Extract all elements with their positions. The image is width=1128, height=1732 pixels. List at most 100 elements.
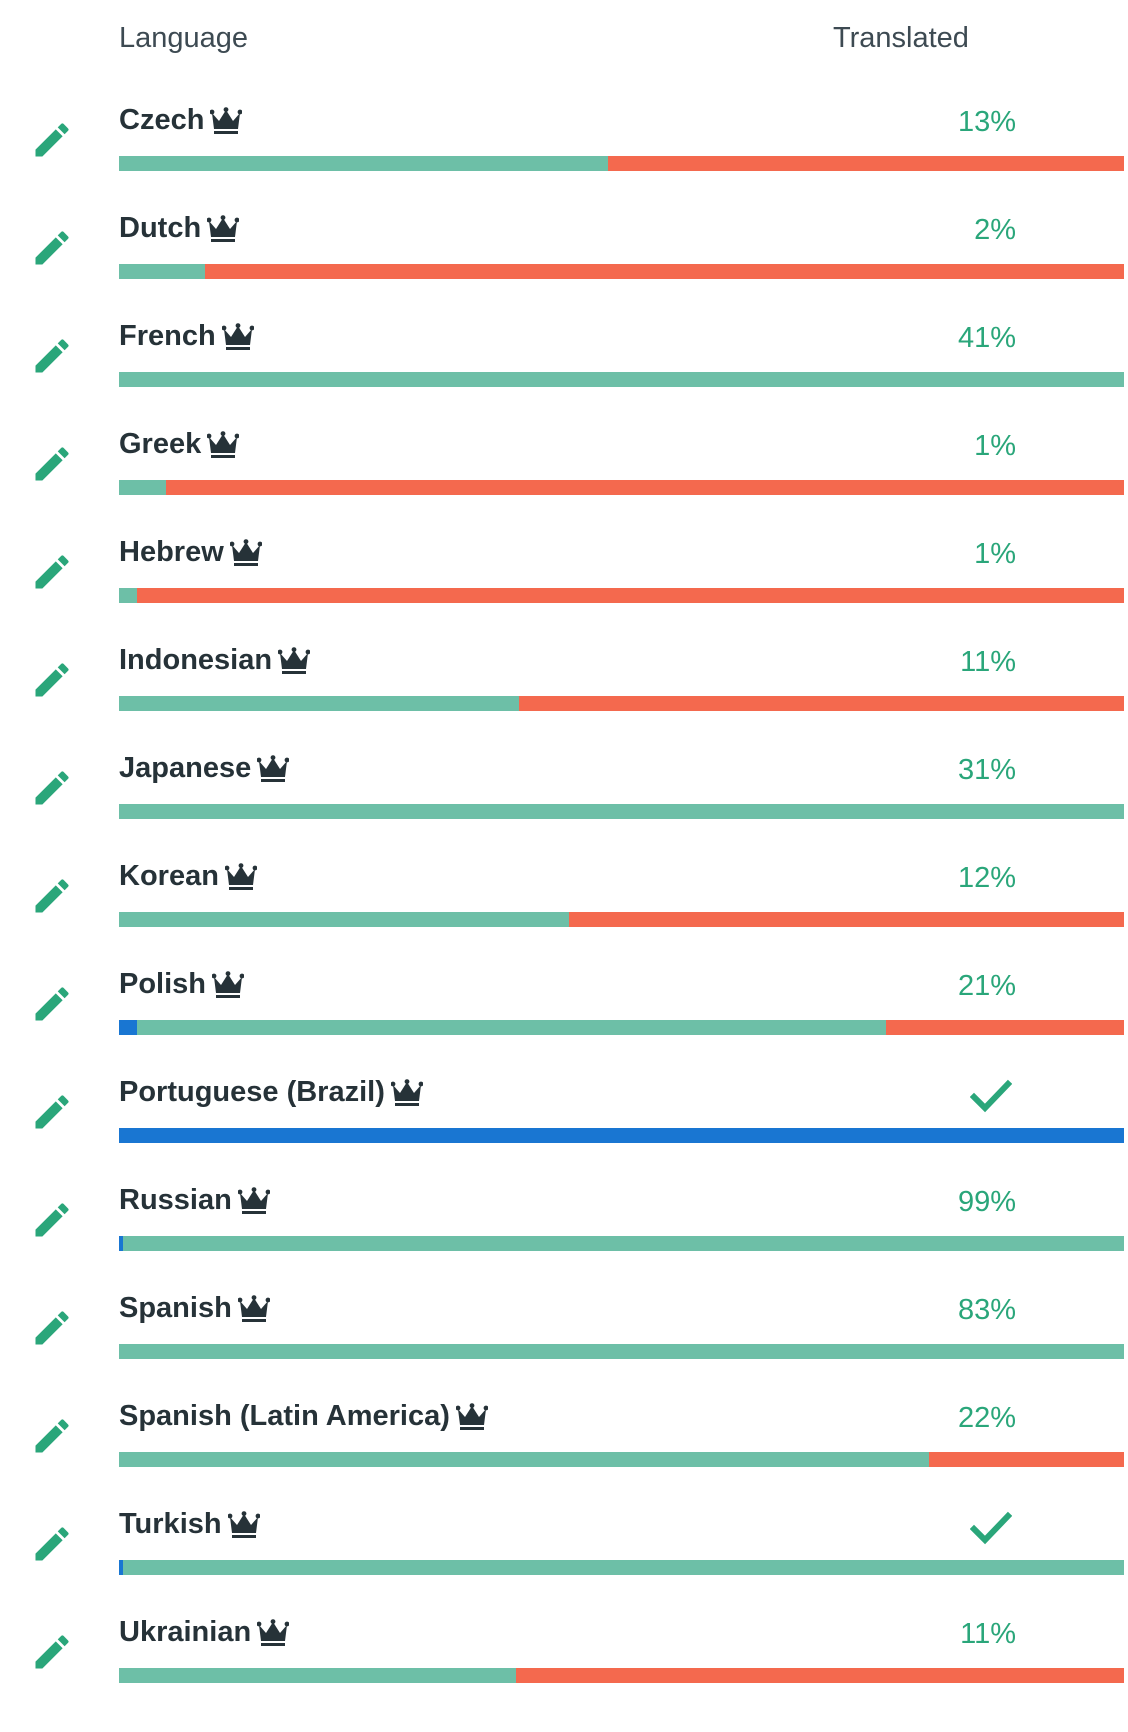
- crown-icon: [229, 538, 262, 567]
- language-name[interactable]: Czech: [119, 104, 243, 137]
- language-name-text: Russian: [119, 1184, 232, 1216]
- progress-bar[interactable]: [119, 372, 1124, 387]
- check-icon: [970, 1078, 1012, 1114]
- language-name[interactable]: Hebrew: [119, 536, 262, 569]
- progress-bar[interactable]: [119, 1128, 1124, 1143]
- progress-translated: [119, 1452, 930, 1467]
- translated-percentage: 1%: [974, 430, 1016, 462]
- progress-bar[interactable]: [119, 1236, 1124, 1251]
- crown-icon: [221, 322, 254, 351]
- progress-translated: [119, 696, 519, 711]
- pencil-icon[interactable]: [30, 1090, 74, 1134]
- table-header: Language Translated: [0, 0, 1128, 80]
- pencil-icon[interactable]: [30, 1630, 74, 1674]
- progress-approved: [119, 1236, 124, 1251]
- progress-bar[interactable]: [119, 588, 1124, 603]
- crown-icon: [207, 214, 240, 243]
- progress-bar[interactable]: [119, 912, 1124, 927]
- crown-icon: [237, 1186, 270, 1215]
- language-name-text: Spanish (Latin America): [119, 1400, 450, 1432]
- language-name[interactable]: Greek: [119, 428, 240, 461]
- language-row: Ukrainian 11%: [0, 1608, 1128, 1716]
- progress-untranslated: [205, 264, 1124, 279]
- pencil-icon[interactable]: [30, 658, 74, 702]
- language-name-text: Czech: [119, 104, 205, 136]
- translated-percentage: 12%: [957, 862, 1016, 894]
- progress-approved: [119, 1020, 138, 1035]
- language-name[interactable]: Russian: [119, 1184, 270, 1217]
- crown-icon: [210, 106, 243, 135]
- pencil-icon[interactable]: [30, 874, 74, 918]
- language-name-text: Turkish: [119, 1508, 222, 1540]
- translated-percentage: 99%: [957, 1186, 1016, 1218]
- pencil-icon[interactable]: [30, 550, 74, 594]
- language-name[interactable]: Spanish (Latin America): [119, 1400, 488, 1433]
- pencil-icon[interactable]: [30, 442, 74, 486]
- translated-percentage: 41%: [957, 322, 1016, 354]
- pencil-icon[interactable]: [30, 334, 74, 378]
- language-row: Spanish 83%: [0, 1284, 1128, 1392]
- crown-icon: [237, 1294, 270, 1323]
- crown-icon: [257, 754, 290, 783]
- progress-bar[interactable]: [119, 804, 1124, 819]
- crown-icon: [212, 970, 245, 999]
- language-name-text: Spanish: [119, 1292, 232, 1324]
- progress-translated: [123, 1236, 1124, 1251]
- language-name[interactable]: Spanish: [119, 1292, 270, 1325]
- column-header-translated[interactable]: Translated: [833, 22, 969, 54]
- language-name-text: Polish: [119, 968, 207, 1000]
- column-header-language[interactable]: Language: [119, 22, 249, 54]
- language-name[interactable]: Japanese: [119, 752, 290, 785]
- language-name-text: Hebrew: [119, 536, 224, 568]
- progress-untranslated: [515, 1668, 1124, 1683]
- crown-icon: [390, 1078, 423, 1107]
- progress-translated: [119, 480, 167, 495]
- translated-percentage: 11%: [960, 646, 1016, 678]
- pencil-icon[interactable]: [30, 118, 74, 162]
- language-name-text: Ukrainian: [119, 1616, 252, 1648]
- pencil-icon[interactable]: [30, 766, 74, 810]
- progress-bar[interactable]: [119, 1344, 1124, 1359]
- progress-bar[interactable]: [119, 1560, 1124, 1575]
- language-name-text: Indonesian: [119, 644, 273, 676]
- check-icon: [970, 1510, 1012, 1546]
- language-name-text: Dutch: [119, 212, 202, 244]
- pencil-icon[interactable]: [30, 1306, 74, 1350]
- translated-percentage: 31%: [957, 754, 1016, 786]
- progress-translated: [119, 1344, 1124, 1359]
- progress-bar[interactable]: [119, 156, 1124, 171]
- progress-bar[interactable]: [119, 264, 1124, 279]
- pencil-icon[interactable]: [30, 1198, 74, 1242]
- progress-bar[interactable]: [119, 1020, 1124, 1035]
- language-row: Japanese 31%: [0, 744, 1128, 852]
- pencil-icon[interactable]: [30, 226, 74, 270]
- progress-bar[interactable]: [119, 480, 1124, 495]
- language-name[interactable]: Turkish: [119, 1508, 260, 1541]
- progress-untranslated: [929, 1452, 1124, 1467]
- progress-bar[interactable]: [119, 1668, 1124, 1683]
- language-name[interactable]: Indonesian: [119, 644, 311, 677]
- language-name[interactable]: Dutch: [119, 212, 240, 245]
- language-name[interactable]: French: [119, 320, 254, 353]
- language-name[interactable]: Portuguese (Brazil): [119, 1076, 423, 1109]
- progress-untranslated: [137, 588, 1124, 603]
- progress-translated: [119, 912, 570, 927]
- progress-untranslated: [166, 480, 1124, 495]
- progress-translated: [119, 1668, 516, 1683]
- progress-bar[interactable]: [119, 696, 1124, 711]
- language-row: Polish 21%: [0, 960, 1128, 1068]
- language-name[interactable]: Korean: [119, 860, 257, 893]
- progress-bar[interactable]: [119, 1452, 1124, 1467]
- language-name-text: Japanese: [119, 752, 252, 784]
- language-name[interactable]: Ukrainian: [119, 1616, 290, 1649]
- language-row: Russian 99%: [0, 1176, 1128, 1284]
- progress-translated: [123, 1560, 1124, 1575]
- pencil-icon[interactable]: [30, 982, 74, 1026]
- language-row: Czech 13%: [0, 96, 1128, 204]
- progress-translated: [119, 156, 609, 171]
- pencil-icon[interactable]: [30, 1414, 74, 1458]
- language-row: Turkish: [0, 1500, 1128, 1608]
- language-name[interactable]: Polish: [119, 968, 245, 1001]
- crown-icon: [257, 1618, 290, 1647]
- pencil-icon[interactable]: [30, 1522, 74, 1566]
